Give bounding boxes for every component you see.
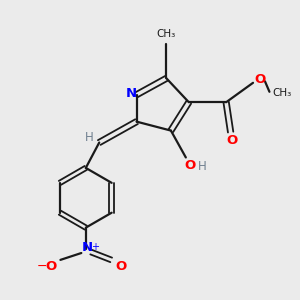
Text: H: H xyxy=(85,131,94,144)
Text: CH₃: CH₃ xyxy=(272,88,292,98)
Text: O: O xyxy=(46,260,57,273)
Text: O: O xyxy=(116,260,127,273)
Text: O: O xyxy=(226,134,238,147)
Text: +: + xyxy=(92,242,99,252)
Text: H: H xyxy=(198,160,207,173)
Text: CH₃: CH₃ xyxy=(157,29,176,39)
Text: O: O xyxy=(255,73,266,86)
Text: −: − xyxy=(36,260,47,273)
Text: N: N xyxy=(82,241,93,254)
Text: O: O xyxy=(185,159,196,172)
Text: N: N xyxy=(126,87,137,100)
